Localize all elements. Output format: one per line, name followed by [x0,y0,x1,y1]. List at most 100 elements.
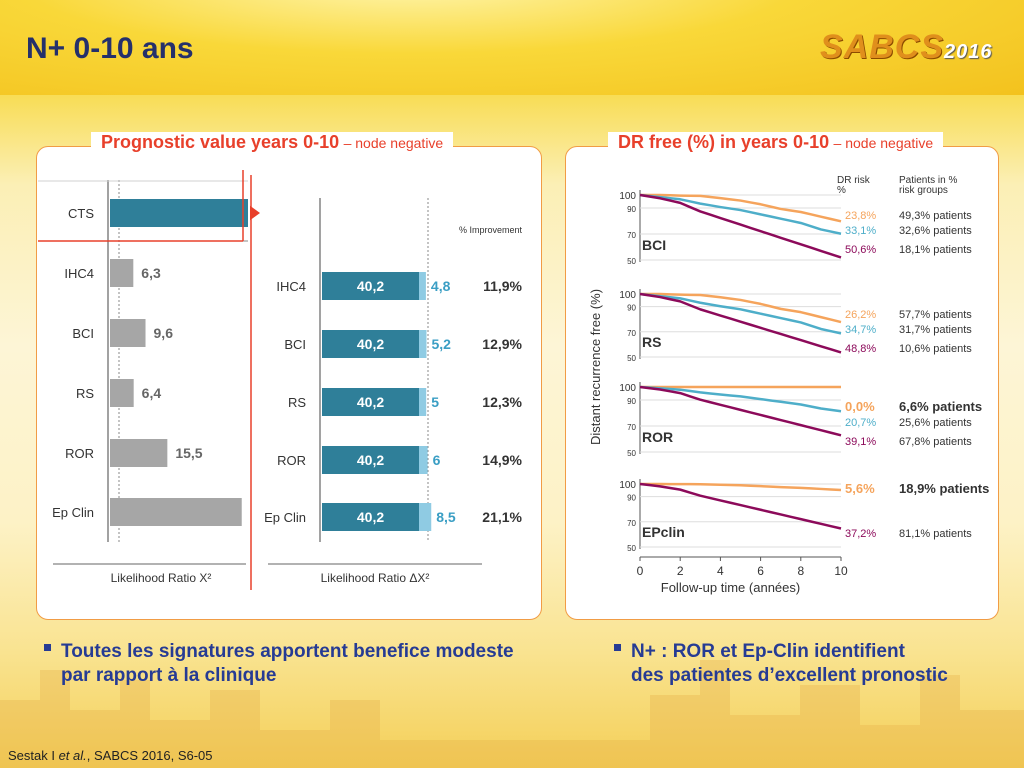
bar [322,272,419,300]
tick-label: 90 [627,494,636,503]
survival-curve [640,292,842,324]
left-bullet-line2: par rapport à la clinique [61,665,277,686]
prognostic-title-sub: – node negative [343,135,444,151]
tick-label: RS [76,386,94,401]
y-axis-label: Distant recurrence free (%) [588,289,603,445]
x-axis-label: Likelihood Ratio X² [111,571,212,585]
x-axis-label: Follow-up time (années) [661,580,800,595]
tick-label: 70 [627,231,636,240]
improvement-value: 11,9% [483,278,522,294]
tick-label: ROR [277,453,306,468]
bar [419,446,428,474]
bar [419,330,427,358]
tick-label: 6 [757,564,764,578]
improvement-header: % Improvement [459,225,523,235]
citation: Sestak I et al., SABCS 2016, S6-05 [8,748,213,763]
tick-label: 100 [619,290,636,301]
patients-label: 31,7% patients [899,324,972,336]
tick-label: RS [288,395,306,410]
patients-label: 10,6% patients [899,343,972,355]
patients-label: 18,9% patients [899,481,989,496]
right-bullet-line1: N+ : ROR et Ep-Clin identifient [631,641,905,662]
tick-label: 100 [619,383,636,394]
bar [419,503,432,531]
risk-label: 50,6% [845,244,876,256]
bar [110,199,248,227]
bullet-square-icon [614,644,621,652]
logo-name: SABCS [820,28,945,66]
risk-label: 0,0% [845,399,875,414]
km-subplot-bci: 100 90 70 50 BCI 23,8% 49,3% patients 33,1% 32,6… [619,190,972,266]
risk-label: 23,8% [845,210,876,222]
tick-label: 2 [677,564,684,578]
tick-label: 70 [627,423,636,432]
tick-label: 50 [627,449,636,458]
bar [322,330,419,358]
risk-label: 37,2% [845,528,876,540]
dr-free-panel-title: DR free (%) in years 0-10 – node negativ… [608,132,944,153]
km-subplot-ror: 100 90 70 50 ROR 0,0% 6,6% patients 20,7% 25,6% … [619,382,982,458]
tick-label: ROR [65,446,94,461]
data-label: 4,8 [431,278,451,294]
delta-likelihood-ratio-chart: % Improvement IHC4 40,2 4,8 11,9% BCI 40,2 5,2 1… [250,175,523,590]
citation-etal: et al. [58,748,87,763]
tick-label: BCI [284,337,306,352]
right-bullet-line2: des patientes d’excellent pronostic [631,665,948,686]
data-label: 5 [431,394,439,410]
tick-label: 10 [834,564,848,578]
tick-label: 100 [619,480,636,491]
risk-label: 39,1% [845,436,876,448]
survival-curve [639,385,842,413]
data-label: 9,6 [154,325,174,341]
bar [322,388,419,416]
x-axis-label: Likelihood Ratio ΔX² [321,571,430,585]
risk-label: 48,8% [845,343,876,355]
subplot-label: EPclin [642,524,685,540]
data-label: 40,2 [357,509,384,525]
risk-label: 33,1% [845,225,876,237]
data-label: 15,5 [175,445,202,461]
risk-label: 20,7% [845,417,876,429]
dr-free-curves-chart: DR risk% Patients in %risk groups Distant … [588,175,989,595]
survival-curve [639,193,842,235]
arrow-icon [250,205,260,221]
survival-curve [639,292,842,354]
bar [419,272,426,300]
survival-curve [639,385,842,437]
legend-header-dr: % [837,185,846,196]
citation-rest: , SABCS 2016, S6-05 [86,748,213,763]
data-label: 6,3 [141,265,161,281]
tick-label: 50 [627,257,636,266]
tick-label: Ep Clin [52,505,94,520]
data-label: 6,4 [142,385,162,401]
tick-label: 50 [627,354,636,363]
bar [322,503,419,531]
legend-header-patients: Patients in % [899,175,957,186]
patients-label: 49,3% patients [899,210,972,222]
improvement-value: 12,9% [482,336,522,352]
data-label: 40,2 [357,394,384,410]
survival-curve [640,482,842,492]
patients-label: 57,7% patients [899,309,972,321]
bar [110,259,134,287]
patients-label: 81,1% patients [899,528,972,540]
skyline-decoration [0,660,1024,768]
survival-curve [639,292,842,335]
tick-label: 4 [717,564,724,578]
subplot-label: BCI [642,237,666,253]
patients-label: 6,6% patients [899,399,982,414]
data-label: 8,5 [436,509,456,525]
sabcs-logo: SABCS2016 [820,28,993,67]
dr-free-title-sub: – node negative [833,135,934,151]
tick-label: 70 [627,329,636,338]
tick-label: 90 [627,205,636,214]
slide-title: N+ 0-10 ans [26,32,194,65]
improvement-value: 14,9% [482,452,522,468]
bullet-square-icon [44,644,51,652]
bar [110,439,168,467]
tick-label: IHC4 [64,266,94,281]
data-label: 40,2 [357,278,384,294]
subplot-label: RS [642,334,661,350]
dr-free-title-main: DR free (%) in years 0-10 [618,132,830,152]
